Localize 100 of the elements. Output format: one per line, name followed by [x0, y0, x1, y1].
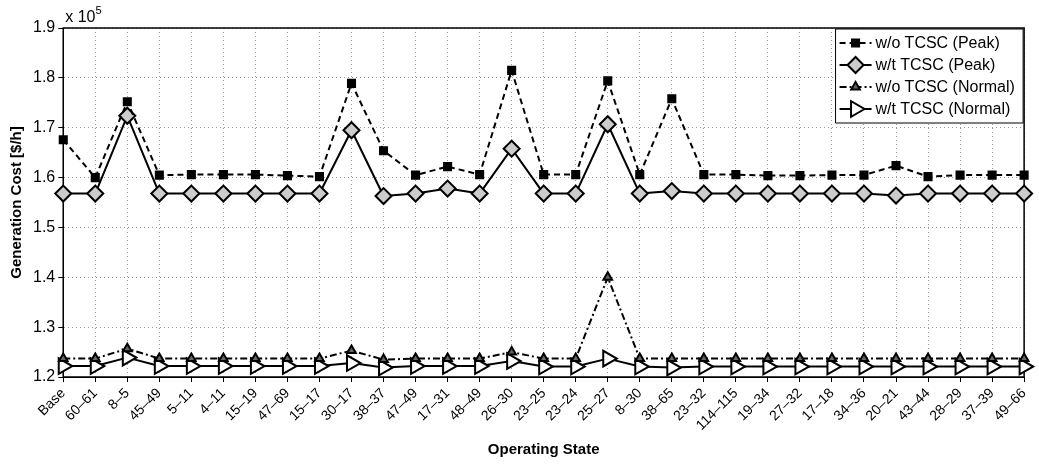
- point: [1018, 352, 1030, 363]
- point: [763, 171, 773, 181]
- point: [571, 170, 581, 180]
- point: [1015, 184, 1034, 203]
- point: [603, 76, 613, 86]
- point: [1019, 170, 1029, 180]
- point: [570, 357, 586, 376]
- point: [955, 170, 965, 180]
- point: [443, 162, 453, 172]
- point: [470, 184, 489, 203]
- point: [858, 352, 870, 363]
- point: [475, 170, 485, 180]
- point: [186, 352, 197, 363]
- point: [919, 184, 938, 203]
- point: [442, 352, 453, 363]
- point: [90, 173, 100, 183]
- point: [346, 344, 357, 355]
- point: [314, 352, 325, 363]
- point: [282, 171, 292, 181]
- point: [951, 184, 970, 203]
- point: [762, 352, 774, 363]
- point: [218, 352, 229, 363]
- point: [602, 271, 614, 281]
- y-tick-label: 1.2: [32, 367, 56, 385]
- point: [250, 352, 261, 363]
- point: [635, 170, 645, 180]
- point: [507, 65, 517, 75]
- point: [762, 357, 778, 376]
- point: [730, 352, 742, 363]
- y-tick-label: 1.8: [32, 68, 56, 86]
- point: [923, 172, 933, 182]
- y-tick-label: 1.5: [32, 217, 56, 235]
- point: [438, 179, 457, 198]
- legend-label: w/t TCSC (Normal): [874, 100, 1011, 118]
- point: [474, 352, 485, 363]
- y-tick-label: 1.9: [32, 18, 56, 36]
- point: [858, 357, 874, 376]
- point: [698, 357, 714, 376]
- point: [342, 121, 361, 140]
- point: [922, 352, 934, 363]
- point: [826, 352, 838, 363]
- point: [954, 352, 966, 363]
- point: [891, 161, 901, 171]
- point: [827, 170, 837, 180]
- point: [570, 352, 582, 363]
- point: [795, 171, 805, 181]
- point: [182, 184, 201, 203]
- point: [374, 187, 393, 206]
- x-axis-title: Operating State: [487, 440, 600, 458]
- point: [854, 184, 873, 203]
- point: [246, 184, 265, 203]
- point: [346, 78, 357, 88]
- point: [539, 170, 549, 180]
- point: [634, 357, 650, 376]
- point: [699, 170, 709, 180]
- point: [122, 97, 132, 107]
- point: [731, 170, 741, 180]
- point: [987, 170, 997, 180]
- point: [538, 352, 550, 363]
- point: [666, 358, 682, 377]
- point: [694, 184, 713, 203]
- point: [630, 184, 649, 203]
- point: [310, 184, 329, 203]
- point: [890, 352, 902, 363]
- point: [186, 170, 196, 180]
- point: [602, 349, 618, 368]
- point: [790, 184, 809, 203]
- legend-label: w/t TCSC (Peak): [874, 56, 996, 74]
- point: [986, 352, 998, 363]
- point: [150, 184, 169, 203]
- point: [758, 184, 777, 203]
- point: [667, 94, 677, 104]
- point: [154, 170, 164, 180]
- point: [566, 184, 585, 203]
- point: [794, 352, 806, 363]
- point: [378, 353, 389, 364]
- point: [794, 357, 810, 376]
- y-tick-label: 1.4: [32, 267, 56, 285]
- point: [282, 352, 293, 363]
- point: [411, 170, 421, 180]
- point: [57, 352, 69, 363]
- point: [666, 352, 678, 363]
- point: [826, 357, 842, 376]
- point: [662, 182, 681, 201]
- legend-label: w/o TCSC (Normal): [874, 78, 1015, 96]
- point: [250, 170, 260, 180]
- point: [983, 184, 1002, 203]
- point: [730, 357, 746, 376]
- point: [598, 115, 617, 134]
- y-tick-label: 1.6: [32, 168, 56, 185]
- point: [121, 342, 133, 353]
- y-axis-title: Generation Cost [$/h]: [7, 126, 25, 279]
- point: [379, 146, 389, 156]
- point: [887, 186, 905, 205]
- point: [634, 352, 646, 363]
- point: [406, 184, 425, 203]
- point: [121, 348, 138, 367]
- y-tick-label: 1.3: [32, 317, 56, 335]
- point: [506, 346, 517, 356]
- point: [218, 170, 228, 180]
